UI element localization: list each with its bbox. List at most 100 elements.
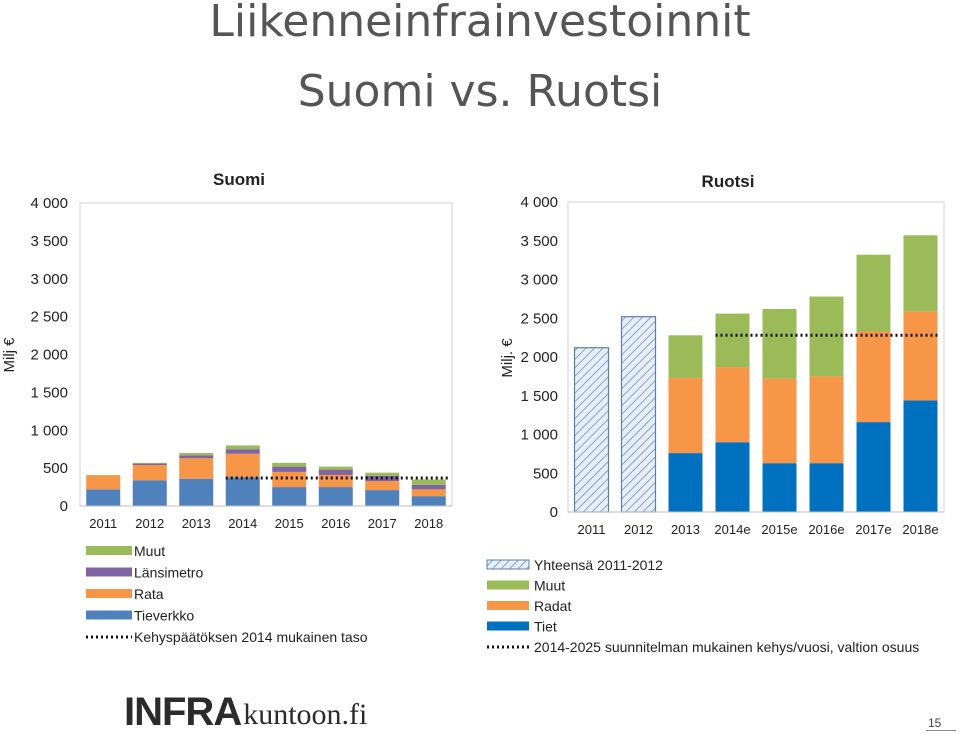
ruotsi-xtick-label: 2016e — [808, 522, 844, 537]
ruotsi-ytick-label: 4 000 — [520, 194, 558, 211]
suomi-bar-muut-2014 — [225, 445, 260, 450]
ruotsi-ytick-label: 3 000 — [520, 272, 558, 289]
ruotsi-ytick-label: 1 000 — [520, 427, 558, 444]
suomi-legend-label: Muut — [134, 543, 165, 559]
infrakuntoon-logo: INFRA kuntoon.fi — [124, 692, 367, 732]
ruotsi-ytick-label: 500 — [533, 465, 558, 482]
suomi-ytick-label: 0 — [60, 498, 68, 515]
ruotsi-legend-label: Tiet — [534, 619, 557, 635]
suomi-bar-rata-2012 — [132, 465, 167, 481]
ruotsi-bar-tiet-2015e — [762, 463, 797, 512]
suomi-bar-l-nsimetro-2012 — [132, 463, 167, 466]
ruotsi-bar-radat-2018e — [903, 311, 938, 401]
slide-title-line2: Suomi vs. Ruotsi — [297, 66, 663, 117]
suomi-ytick-label: 1 000 — [30, 422, 68, 439]
ruotsi-ytick-label: 1 500 — [520, 388, 558, 405]
suomi-legend-label: Tieverkko — [134, 608, 194, 624]
suomi-xtick-label: 2011 — [89, 516, 117, 531]
suomi-xtick-label: 2015 — [275, 516, 304, 531]
ruotsi-ytick-label: 3 500 — [520, 233, 558, 250]
suomi-xtick-label: 2014 — [228, 516, 257, 531]
ruotsi-xtick-label: 2015e — [761, 522, 797, 537]
suomi-bar-l-nsimetro-2013 — [179, 455, 214, 459]
ruotsi-ylabel: Milj. € — [499, 338, 516, 378]
suomi-bar-muut-2011 — [86, 474, 121, 476]
page-number-underline — [926, 730, 956, 731]
suomi-bar-tieverkko-2016 — [318, 487, 353, 506]
suomi-ytick-label: 500 — [43, 460, 68, 477]
suomi-xtick-label: 2012 — [135, 516, 164, 531]
ruotsi-bar-tiet-2017e — [856, 422, 891, 512]
ruotsi-legend-label: 2014-2025 suunnitelman mukainen kehys/vu… — [534, 639, 919, 655]
suomi-bar-muut-2012 — [132, 462, 167, 464]
suomi-bar-l-nsimetro-2016 — [318, 469, 353, 475]
suomi-bar-tieverkko-2011 — [86, 489, 121, 506]
ruotsi-xtick-label: 2013 — [671, 522, 700, 537]
ruotsi-bar-radat-2013 — [668, 377, 703, 454]
suomi-bar-rata-2018 — [411, 489, 446, 497]
ruotsi-bar-radat-2015e — [762, 378, 797, 464]
suomi-ytick-label: 2 500 — [30, 309, 68, 326]
ruotsi-xtick-label: 2014e — [714, 522, 750, 537]
suomi-legend-swatch — [86, 610, 132, 620]
suomi-bar-muut-2015 — [272, 462, 307, 467]
ruotsi-bar-tiet-2014e — [715, 442, 750, 512]
ruotsi-xtick-label: 2017e — [855, 522, 891, 537]
suomi-ytick-label: 3 500 — [30, 233, 68, 250]
ruotsi-xtick-label: 2012 — [624, 522, 653, 537]
suomi-ytick-label: 4 000 — [30, 195, 68, 212]
suomi-legend-swatch — [86, 567, 132, 577]
suomi-bar-rata-2017 — [365, 481, 400, 491]
suomi-bar-muut-2016 — [318, 466, 353, 470]
suomi-xtick-label: 2018 — [414, 516, 443, 531]
ruotsi-xtick-label: 2011 — [578, 522, 606, 537]
ruotsi-bar-yhteens-2011-2012-2012 — [620, 316, 657, 513]
suomi-bar-l-nsimetro-2014 — [225, 449, 260, 454]
suomi-bar-tieverkko-2014 — [225, 477, 260, 506]
suomi-bar-tieverkko-2012 — [132, 480, 167, 506]
ruotsi-legend-swatch — [487, 621, 529, 631]
ruotsi-legend-label: Radat — [534, 598, 571, 614]
ruotsi-legend-swatch — [487, 601, 529, 610]
suomi-bar-l-nsimetro-2018 — [411, 484, 446, 490]
ruotsi-legend-swatch — [487, 580, 529, 590]
ruotsi-bar-muut-2014e — [715, 313, 750, 368]
logo-infra-text: INFRA — [124, 690, 242, 734]
suomi-bar-tieverkko-2018 — [411, 496, 446, 506]
ruotsi-bar-tiet-2018e — [903, 400, 938, 512]
suomi-ylabel: Milj € — [1, 337, 18, 373]
ruotsi-ytick-label: 2 500 — [520, 310, 558, 327]
ruotsi-bar-radat-2014e — [715, 367, 750, 443]
suomi-ytick-label: 3 000 — [30, 271, 68, 288]
suomi-bar-muut-2017 — [365, 472, 400, 476]
ruotsi-bar-muut-2013 — [668, 335, 703, 378]
suomi-bar-muut-2013 — [179, 452, 214, 456]
ruotsi-bar-tiet-2013 — [668, 453, 703, 512]
ruotsi-bar-muut-2018e — [903, 235, 938, 312]
suomi-xtick-label: 2016 — [321, 516, 350, 531]
suomi-plot-frame — [79, 202, 453, 507]
suomi-xtick-label: 2013 — [182, 516, 211, 531]
ruotsi-legend-swatch — [486, 559, 530, 570]
suomi-chart-title: Suomi — [213, 170, 265, 189]
suomi-xtick-label: 2017 — [368, 516, 397, 531]
suomi-bar-rata-2014 — [225, 453, 260, 478]
ruotsi-legend-label: Muut — [534, 578, 565, 594]
suomi-bar-rata-2011 — [86, 475, 121, 490]
suomi-ytick-label: 2 000 — [30, 347, 68, 364]
suomi-legend-swatch — [86, 546, 132, 555]
page-number: 15 — [928, 716, 942, 730]
ruotsi-bar-yhteens-2011-2012-2011 — [573, 347, 610, 513]
ruotsi-xtick-label: 2018e — [902, 522, 938, 537]
ruotsi-bar-muut-2017e — [856, 254, 891, 332]
ruotsi-bar-tiet-2016e — [809, 463, 844, 512]
suomi-ytick-label: 1 500 — [30, 384, 68, 401]
suomi-bar-tieverkko-2015 — [272, 487, 307, 506]
ruotsi-ytick-label: 2 000 — [520, 349, 558, 366]
logo-kuntoon-text: kuntoon.fi — [243, 698, 368, 731]
suomi-legend-label: Kehyspäätöksen 2014 mukainen taso — [134, 629, 368, 645]
ruotsi-chart-title: Ruotsi — [702, 172, 755, 191]
suomi-bar-l-nsimetro-2015 — [272, 466, 307, 472]
suomi-bar-tieverkko-2013 — [179, 478, 214, 506]
